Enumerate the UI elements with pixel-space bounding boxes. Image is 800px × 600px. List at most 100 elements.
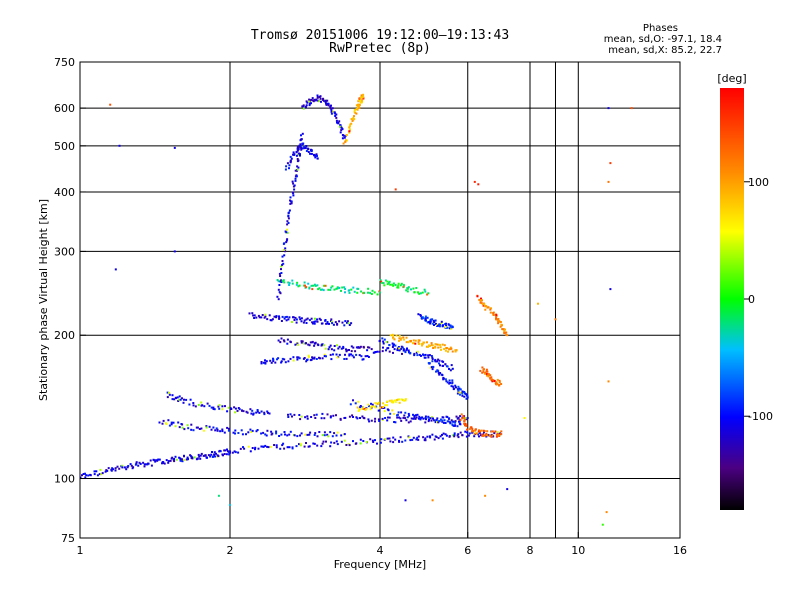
data-point [367, 403, 370, 406]
data-point [95, 470, 98, 473]
data-point [328, 322, 330, 325]
data-point [409, 339, 412, 342]
data-point [434, 359, 437, 362]
data-point [431, 358, 434, 360]
data-point [481, 433, 484, 436]
data-point [336, 322, 339, 325]
data-point [427, 420, 430, 423]
data-point [483, 431, 485, 434]
data-point [273, 315, 276, 318]
data-point [466, 431, 469, 434]
data-point [275, 316, 278, 319]
data-point [434, 343, 437, 346]
data-point [356, 406, 359, 409]
data-point [449, 325, 452, 328]
data-point [495, 318, 497, 321]
data-point [390, 399, 393, 402]
data-point [340, 129, 343, 132]
data-point [348, 354, 351, 357]
data-point [317, 344, 320, 347]
data-point [391, 409, 394, 412]
data-point [413, 354, 416, 357]
data-point [313, 442, 316, 445]
y-tick-label: 200 [54, 329, 75, 342]
data-point [310, 317, 313, 320]
data-point [386, 400, 388, 403]
data-point [357, 105, 360, 107]
data-point [489, 374, 492, 377]
data-point [166, 391, 169, 394]
data-point [305, 360, 308, 363]
data-point [309, 431, 312, 434]
data-point [107, 467, 110, 470]
data-point [365, 407, 368, 410]
data-point [343, 433, 346, 436]
data-point [314, 432, 317, 435]
data-point [308, 102, 311, 105]
data-point [330, 109, 333, 112]
data-point [381, 337, 384, 340]
data-point [305, 100, 308, 103]
data-point [407, 421, 410, 424]
data-point [416, 350, 419, 353]
data-point [457, 416, 460, 419]
data-point [478, 435, 480, 438]
data-point [476, 295, 479, 298]
data-point [485, 305, 488, 308]
data-point [404, 399, 407, 402]
data-point [324, 347, 327, 350]
data-point [143, 463, 146, 466]
data-point [446, 326, 449, 329]
data-point [212, 426, 215, 429]
data-point [422, 436, 425, 439]
data-point [234, 407, 237, 410]
data-point [171, 398, 174, 401]
data-point [318, 287, 321, 290]
data-point [121, 464, 124, 467]
data-point [246, 411, 249, 414]
data-point [175, 397, 178, 400]
data-point [407, 412, 410, 415]
data-point [330, 348, 333, 351]
data-point [85, 474, 88, 477]
data-point [227, 429, 230, 432]
data-point [415, 438, 418, 441]
data-point [466, 395, 469, 398]
data-point [439, 364, 441, 367]
data-point [431, 356, 434, 359]
data-point [348, 291, 351, 294]
data-point [252, 314, 255, 317]
data-point [254, 448, 256, 451]
data-point [200, 401, 203, 404]
data-point [269, 445, 272, 448]
data-point [420, 354, 422, 357]
data-point [300, 432, 303, 435]
data-point [327, 288, 330, 291]
data-point [307, 147, 310, 150]
data-point [436, 417, 439, 420]
data-point [249, 450, 252, 453]
data-point [279, 280, 282, 283]
data-point [471, 428, 474, 431]
data-point [335, 119, 338, 122]
data-point [412, 342, 414, 345]
data-point [266, 318, 269, 321]
data-point [285, 241, 288, 244]
data-point [298, 443, 300, 446]
data-point [101, 472, 104, 475]
data-point [365, 441, 368, 443]
data-point [342, 347, 345, 350]
data-point [440, 348, 442, 351]
data-point [344, 353, 346, 356]
data-point [465, 424, 468, 427]
data-point [288, 282, 291, 285]
data-point [330, 320, 333, 323]
data-point [360, 290, 363, 293]
data-point [297, 152, 300, 155]
data-point [359, 438, 362, 441]
data-point [462, 416, 465, 419]
data-point [459, 423, 462, 426]
data-point [495, 316, 498, 318]
data-point [405, 348, 408, 351]
data-point [278, 291, 281, 294]
